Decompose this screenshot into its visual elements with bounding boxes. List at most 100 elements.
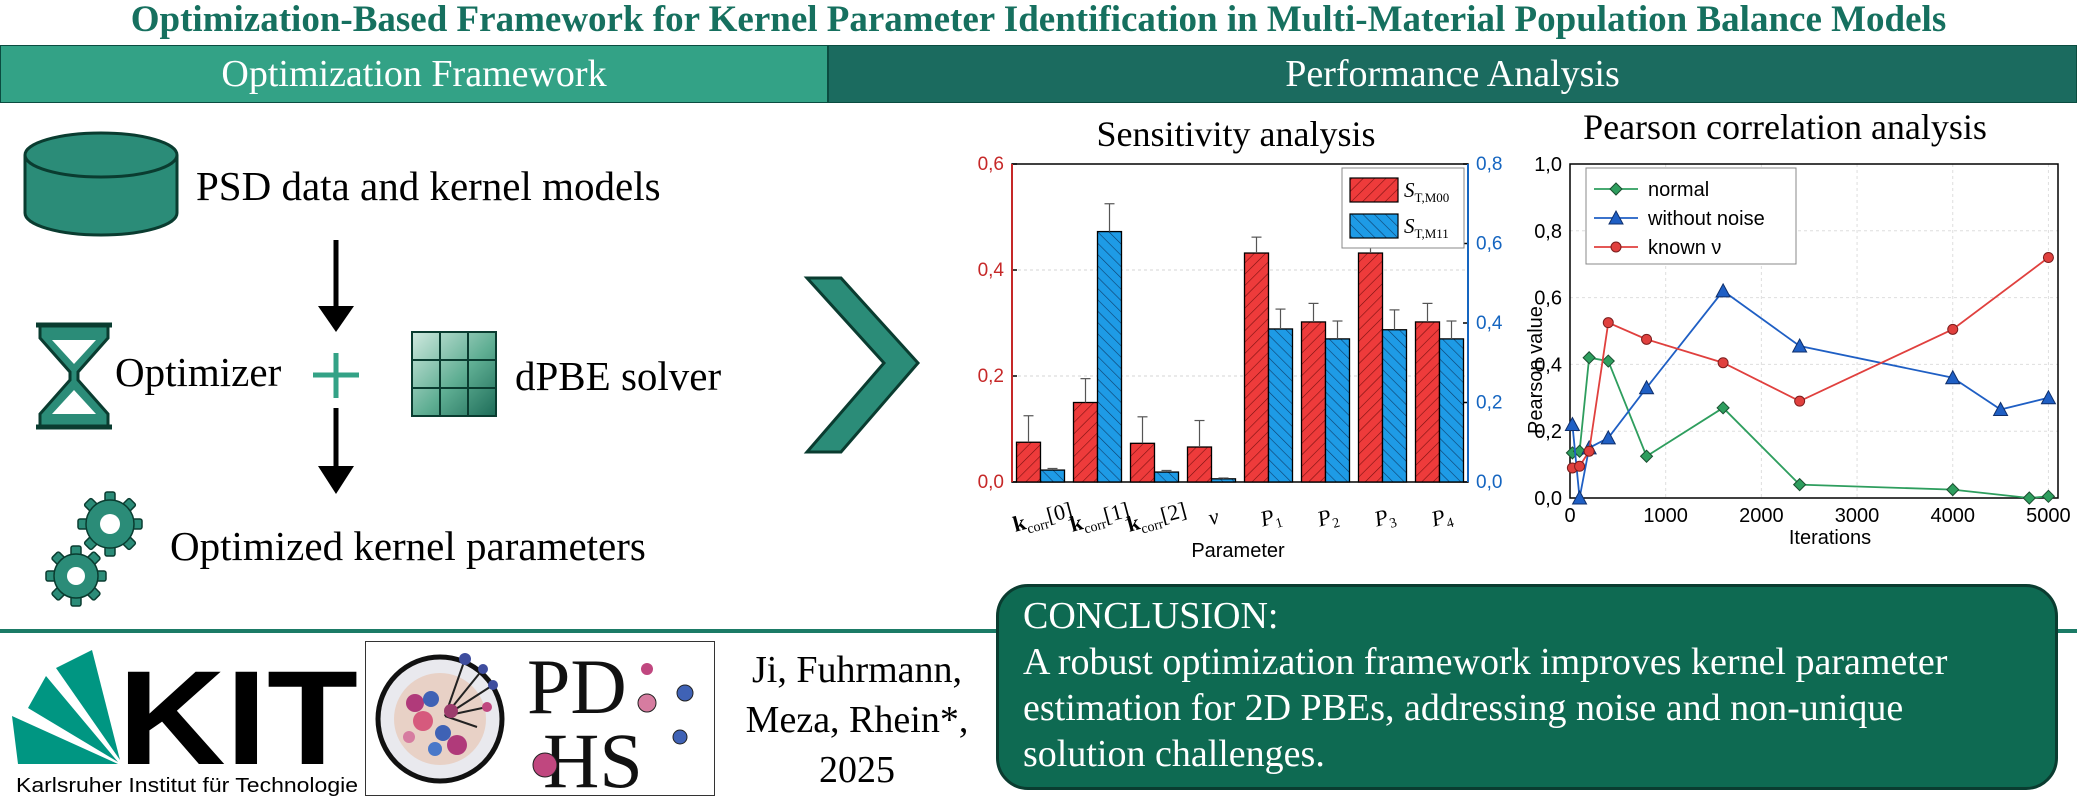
result-label: Optimized kernel parameters bbox=[170, 523, 646, 569]
chart2-xlabel: Iterations bbox=[1789, 527, 1871, 549]
data-point bbox=[1717, 357, 1729, 369]
kit-fan-icon bbox=[12, 650, 120, 764]
data-point bbox=[1564, 416, 1581, 432]
arrow-down-top bbox=[318, 240, 354, 332]
series-line bbox=[1572, 256, 2049, 469]
y-tick-label: 0,8 bbox=[1534, 221, 1562, 243]
chart1-title: Sensitivity analysis bbox=[1097, 114, 1376, 154]
poster-title: Optimization-Based Framework for Kernel … bbox=[130, 0, 1947, 40]
conclusion-heading: CONCLUSION: bbox=[1023, 595, 1279, 637]
data-point bbox=[1574, 460, 1586, 472]
pdhs-wordmark-bottom: HS bbox=[543, 717, 643, 796]
gears-icon bbox=[45, 491, 143, 607]
bar-s-m00 bbox=[1015, 441, 1042, 483]
conclusion-box: CONCLUSION: A robust optimization framew… bbox=[996, 584, 2058, 790]
bar-s-m00 bbox=[1414, 321, 1441, 483]
bar-s-m11 bbox=[1153, 471, 1180, 483]
y-tick-label: 0,2 bbox=[1534, 421, 1562, 443]
x-tick-label: P4 bbox=[1427, 502, 1455, 536]
authors-block: Ji, Fuhrmann, Meza, Rhein*, 2025 bbox=[726, 645, 988, 795]
framework-diagram bbox=[23, 131, 921, 607]
series-normal bbox=[1565, 351, 2056, 505]
x-tick-label: kcorr[1] bbox=[1067, 497, 1133, 541]
data-point bbox=[1582, 351, 1596, 365]
legend-label: ST,M11 bbox=[1404, 214, 1449, 241]
bar-s-m00 bbox=[1300, 321, 1327, 483]
legend-swatch bbox=[1349, 213, 1399, 239]
series-line bbox=[1571, 289, 2049, 499]
grid-icon bbox=[411, 331, 497, 417]
x-tick-label: 5000 bbox=[2026, 505, 2071, 527]
optimizer-label: Optimizer bbox=[115, 349, 282, 395]
left-tick-label: 0,2 bbox=[978, 366, 1004, 387]
bar-s-m00 bbox=[1129, 442, 1156, 483]
data-point bbox=[1639, 449, 1654, 463]
series-line bbox=[1572, 356, 2049, 499]
dot-icons bbox=[532, 663, 694, 778]
x-tick-label: 2000 bbox=[1739, 505, 1784, 527]
y-tick-label: 0,4 bbox=[1534, 354, 1562, 376]
y-tick-label: 0,6 bbox=[1534, 288, 1562, 310]
x-tick-label: P1 bbox=[1256, 502, 1284, 536]
data-point bbox=[1716, 401, 1730, 415]
conclusion-text: A robust optimization framework improves… bbox=[1023, 641, 1948, 775]
x-tick-label: P2 bbox=[1313, 502, 1341, 536]
hourglass-icon bbox=[36, 322, 112, 430]
y-tick-label: 0,0 bbox=[1534, 488, 1562, 510]
publication-year: 2025 bbox=[819, 749, 895, 791]
legend-label: known ν bbox=[1648, 237, 1721, 259]
bar-s-m00 bbox=[1357, 252, 1384, 483]
data-point bbox=[1641, 333, 1653, 345]
data-point bbox=[2040, 389, 2057, 405]
chart2-legend: normal without noise known ν bbox=[1585, 167, 1797, 265]
right-tick-label: 0,0 bbox=[1476, 472, 1502, 493]
kit-wordmark: KIT bbox=[118, 644, 358, 793]
data-point bbox=[1794, 395, 1806, 407]
data-point bbox=[1792, 477, 1807, 492]
chart2-ylabel: Pearson value bbox=[1525, 306, 1547, 434]
data-point bbox=[1601, 354, 1615, 368]
bar-s-m11 bbox=[1267, 328, 1294, 483]
solver-label: dPBE solver bbox=[515, 353, 722, 399]
legend-label: normal bbox=[1648, 179, 1709, 201]
particle-icon bbox=[375, 653, 505, 784]
legend-swatch bbox=[1349, 177, 1399, 203]
chart1-xlabel: Parameter bbox=[1191, 540, 1285, 562]
bar-s-m11 bbox=[1039, 469, 1066, 483]
data-point bbox=[2041, 489, 2056, 504]
series-without-noise bbox=[1564, 282, 2057, 505]
database-icon bbox=[23, 131, 179, 237]
left-tick-label: 0,0 bbox=[978, 472, 1004, 493]
data-point bbox=[1947, 323, 1959, 335]
pdhs-wordmark-top: PD bbox=[527, 643, 627, 730]
bar-s-m00 bbox=[1072, 401, 1099, 483]
bar-s-m11 bbox=[1438, 338, 1465, 483]
data-point bbox=[1602, 317, 1614, 329]
left-tick-label: 0,6 bbox=[978, 154, 1004, 175]
bar-s-m11 bbox=[1210, 478, 1237, 483]
y-tick-label: 1,0 bbox=[1534, 154, 1562, 176]
right-tick-label: 0,6 bbox=[1476, 234, 1502, 255]
plus-icon bbox=[313, 353, 359, 398]
plot-frame bbox=[1569, 163, 2059, 499]
kit-caption: Karlsruher Institut für Technologie bbox=[16, 775, 358, 796]
pearson-chart: Pearson correlation analysis 0,0 0,2 0,4 0,… bbox=[1525, 107, 2071, 549]
data-point bbox=[2042, 252, 2054, 264]
kit-logo: KIT Karlsruher Institut für Technologie bbox=[12, 644, 358, 796]
data-point bbox=[1610, 241, 1622, 253]
section-header-optimization: Optimization Framework bbox=[0, 45, 828, 103]
bar-s-m11 bbox=[1324, 338, 1351, 483]
bar-s-m00 bbox=[1186, 446, 1213, 483]
data-point bbox=[1600, 429, 1617, 445]
series-known- bbox=[1566, 252, 2054, 474]
pdhs-logo: PD HS bbox=[365, 641, 715, 796]
arrow-down-bottom bbox=[318, 408, 354, 494]
bar-s-m11 bbox=[1096, 230, 1123, 483]
x-tick-label: 1000 bbox=[1643, 505, 1688, 527]
data-point bbox=[1608, 209, 1624, 225]
section-header-performance: Performance Analysis bbox=[828, 45, 2077, 103]
data-point bbox=[1583, 445, 1595, 457]
bar-s-m00 bbox=[1243, 252, 1270, 483]
x-tick-label: 0 bbox=[1564, 505, 1575, 527]
x-tick-label: kcorr[2] bbox=[1124, 497, 1190, 541]
